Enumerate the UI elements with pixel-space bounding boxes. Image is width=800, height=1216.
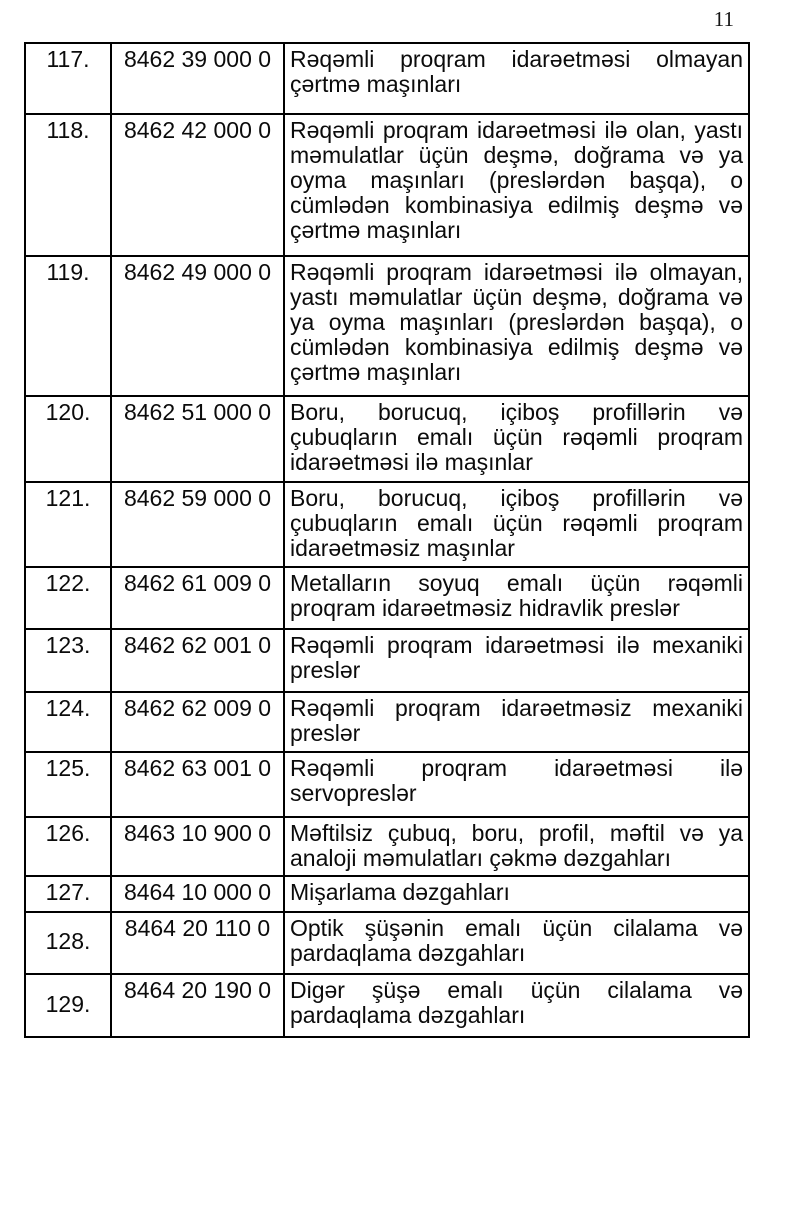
table-row: 119. 8462 49 000 0 Rəqəmli proqram idarə…: [24, 255, 750, 397]
row-number: 120.: [24, 395, 112, 483]
row-number: 117.: [24, 42, 112, 115]
description: Boru, borucuq, içiboş profillərin və çub…: [283, 395, 750, 483]
row-number: 121.: [24, 481, 112, 568]
description: Optik şüşənin emalı üçün cilalama və par…: [283, 911, 750, 975]
description: Metalların soyuq emalı üçün rəqəmli proq…: [283, 566, 750, 630]
description: Digər şüşə emalı üçün cilalama və pardaq…: [283, 973, 750, 1038]
commodity-code: 8462 42 000 0: [110, 113, 285, 257]
description: Rəqəmli proqram idarəetməsiz mexaniki pr…: [283, 691, 750, 753]
table-row: 118. 8462 42 000 0 Rəqəmli proqram idarə…: [24, 113, 750, 257]
table-row: 128. 8464 20 110 0 Optik şüşənin emalı ü…: [24, 911, 750, 975]
table-row: 124. 8462 62 009 0 Rəqəmli proqram idarə…: [24, 691, 750, 753]
table-row: 120. 8462 51 000 0 Boru, borucuq, içiboş…: [24, 395, 750, 483]
commodity-code: 8462 59 000 0: [110, 481, 285, 568]
table-row: 125. 8462 63 001 0 Rəqəmli proqram idarə…: [24, 751, 750, 818]
row-number: 127.: [24, 875, 112, 913]
commodity-code: 8462 63 001 0: [110, 751, 285, 818]
goods-code-table: 117. 8462 39 000 0 Rəqəmli proqram idarə…: [24, 42, 750, 1038]
row-number: 123.: [24, 628, 112, 693]
commodity-code: 8464 20 190 0: [110, 973, 285, 1038]
commodity-code: 8462 39 000 0: [110, 42, 285, 115]
commodity-code: 8462 49 000 0: [110, 255, 285, 397]
description: Mişarlama dəzgahları: [283, 875, 750, 913]
row-number: 124.: [24, 691, 112, 753]
table-row: 127. 8464 10 000 0 Mişarlama dəzgahları: [24, 875, 750, 913]
row-number: 125.: [24, 751, 112, 818]
row-number: 122.: [24, 566, 112, 630]
row-number: 129.: [24, 973, 112, 1038]
table-row: 122. 8462 61 009 0 Metalların soyuq emal…: [24, 566, 750, 630]
commodity-code: 8462 62 009 0: [110, 691, 285, 753]
description: Rəqəmli proqram idarəetməsi ilə servopre…: [283, 751, 750, 818]
description: Rəqəmli proqram idarəetməsi ilə mexaniki…: [283, 628, 750, 693]
commodity-code: 8464 10 000 0: [110, 875, 285, 913]
table-row: 129. 8464 20 190 0 Digər şüşə emalı üçün…: [24, 973, 750, 1038]
commodity-code: 8463 10 900 0: [110, 816, 285, 877]
commodity-code: 8462 61 009 0: [110, 566, 285, 630]
description: Rəqəmli proqram idarəetməsi ilə olan, ya…: [283, 113, 750, 257]
commodity-code: 8462 51 000 0: [110, 395, 285, 483]
row-number: 126.: [24, 816, 112, 877]
row-number: 119.: [24, 255, 112, 397]
page-number: 11: [713, 7, 734, 31]
description: Rəqəmli proqram idarəetməsi ilə olmayan,…: [283, 255, 750, 397]
row-number: 128.: [24, 911, 112, 975]
table-row: 117. 8462 39 000 0 Rəqəmli proqram idarə…: [24, 42, 750, 115]
commodity-code: 8464 20 110 0: [110, 911, 285, 975]
table-row: 121. 8462 59 000 0 Boru, borucuq, içiboş…: [24, 481, 750, 568]
row-number: 118.: [24, 113, 112, 257]
table-row: 123. 8462 62 001 0 Rəqəmli proqram idarə…: [24, 628, 750, 693]
description: Məftilsiz çubuq, boru, profil, məftil və…: [283, 816, 750, 877]
commodity-code: 8462 62 001 0: [110, 628, 285, 693]
description: Rəqəmli proqram idarəetməsi olmayan çərt…: [283, 42, 750, 115]
table-row: 126. 8463 10 900 0 Məftilsiz çubuq, boru…: [24, 816, 750, 877]
description: Boru, borucuq, içiboş profillərin və çub…: [283, 481, 750, 568]
